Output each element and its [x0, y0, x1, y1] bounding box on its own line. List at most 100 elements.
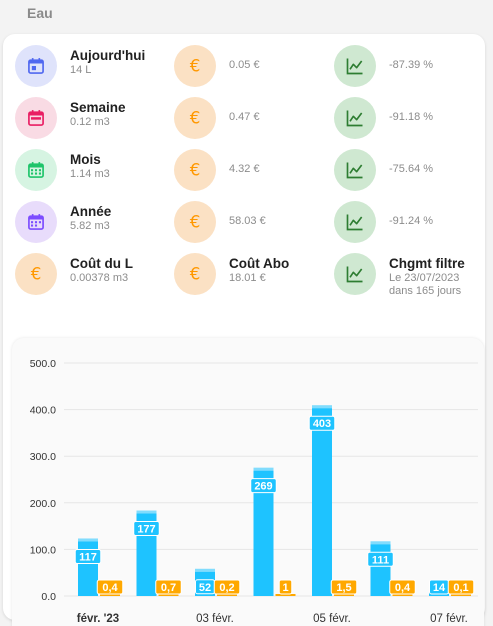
y-tick-label: 400.0: [30, 405, 56, 417]
tile-value: 14 L: [70, 64, 92, 76]
tile-value-secondary: dans 165 jours: [389, 285, 462, 297]
svg-text:€: €: [190, 160, 201, 179]
stat-tile[interactable]: €4.32 €: [174, 149, 324, 195]
calendar-month-icon[interactable]: [15, 149, 57, 191]
bar-volume-cap: [136, 510, 157, 514]
tile-value: 58.03 €: [229, 215, 266, 227]
chart-line-icon[interactable]: [334, 45, 376, 87]
tile-value: 0.05 €: [229, 59, 260, 71]
tile-value: -91.18 %: [389, 111, 434, 123]
stat-tile[interactable]: -91.18 %: [334, 97, 484, 143]
euro-icon[interactable]: €: [174, 201, 216, 243]
svg-text:€: €: [31, 264, 42, 283]
calendar-today-icon[interactable]: [15, 45, 57, 87]
tile-value: Le 23/07/2023: [389, 272, 460, 284]
bar-volume-cap: [78, 538, 98, 542]
y-tick-label: 100.0: [30, 544, 56, 556]
water-stats-card: Aujourd'hui 14 L €0.05 € -87.39 % Semaine 0.1…: [3, 34, 485, 626]
data-label-box: [278, 579, 293, 595]
stat-tile[interactable]: Semaine 0.12 m3: [15, 97, 165, 143]
tile-value: 0.12 m3: [70, 116, 110, 128]
stat-tile[interactable]: € Coût Abo 18.01 €: [174, 253, 324, 299]
chart-line-icon[interactable]: [334, 97, 376, 139]
data-label-box: [447, 579, 475, 595]
chart-line-icon[interactable]: [334, 201, 376, 243]
stat-tile[interactable]: -91.24 %: [334, 201, 484, 247]
data-label: 0,4: [102, 582, 118, 594]
tile-value: 0.00378 m3: [70, 272, 129, 284]
stat-tile[interactable]: €58.03 €: [174, 201, 324, 247]
tile-value: 1.14 m3: [70, 168, 110, 180]
data-label-box: [96, 579, 124, 595]
stat-tile[interactable]: €0.47 €: [174, 97, 324, 143]
tile-value: 0.47 €: [229, 111, 260, 123]
euro-icon[interactable]: €: [174, 97, 216, 139]
stat-tile[interactable]: Année 5.82 m3: [15, 201, 165, 247]
bar-volume: [312, 408, 332, 596]
svg-text:€: €: [190, 108, 201, 127]
bar-cost: [451, 594, 471, 596]
bar-cost: [217, 594, 237, 596]
data-label: 0,1: [453, 582, 468, 594]
euro-icon[interactable]: €: [174, 253, 216, 295]
stat-tile[interactable]: -75.64 %: [334, 149, 484, 195]
chart-line-icon[interactable]: [334, 149, 376, 191]
tile-name: Chgmt filtre: [389, 256, 465, 271]
bar-volume-cap: [312, 405, 332, 409]
bar-cost: [392, 594, 413, 596]
data-label: 117: [79, 551, 97, 563]
stat-tile[interactable]: Chgmt filtre Le 23/07/2023 dans 165 jours: [334, 253, 484, 299]
data-label-box: [133, 521, 160, 537]
calendar-week-icon[interactable]: [15, 97, 57, 139]
y-tick-label: 500.0: [30, 358, 56, 370]
data-label: 111: [372, 554, 389, 566]
tile-value: 5.82 m3: [70, 220, 110, 232]
tile-value: -91.24 %: [389, 215, 434, 227]
euro-icon[interactable]: €: [174, 45, 216, 87]
data-label-box: [308, 415, 336, 431]
bar-volume-cap: [253, 467, 274, 471]
data-label-box: [155, 579, 182, 595]
x-tick-label: 05 févr.: [313, 613, 351, 625]
x-tick-label: 03 févr.: [196, 613, 234, 625]
euro-icon[interactable]: €: [15, 253, 57, 295]
euro-icon[interactable]: €: [174, 149, 216, 191]
data-label-box: [330, 579, 358, 595]
data-label: 0,2: [219, 582, 234, 594]
data-label: 0,7: [161, 582, 176, 594]
stat-tile[interactable]: Aujourd'hui 14 L: [15, 45, 165, 91]
tile-value: -75.64 %: [389, 163, 434, 175]
tile-value: -87.39 %: [389, 59, 434, 71]
y-tick-label: 200.0: [30, 498, 56, 510]
chart-line-icon[interactable]: [334, 253, 376, 295]
stat-tile[interactable]: Mois 1.14 m3: [15, 149, 165, 195]
tile-name: Coût du L: [70, 256, 133, 271]
tile-name: Année: [70, 204, 112, 219]
tile-name: Aujourd'hui: [70, 48, 146, 63]
tile-name: Coût Abo: [229, 256, 290, 271]
data-label-box: [389, 579, 416, 595]
data-label: 269: [254, 481, 272, 493]
bar-volume-cap: [370, 541, 391, 545]
data-label: 52: [199, 582, 211, 594]
x-tick-label: 07 févr.: [430, 613, 468, 625]
data-label-box: [367, 551, 394, 567]
section-title: Eau: [27, 5, 53, 21]
calendar-year-icon[interactable]: [15, 201, 57, 243]
stat-tile[interactable]: €0.05 €: [174, 45, 324, 91]
svg-text:€: €: [190, 264, 201, 283]
tile-name: Mois: [70, 152, 101, 167]
data-label: 403: [313, 418, 331, 430]
svg-text:€: €: [190, 212, 201, 231]
data-label-box: [74, 548, 102, 564]
x-tick-label: févr. '23: [77, 613, 119, 625]
stat-tile[interactable]: -87.39 %: [334, 45, 484, 91]
bar-cost: [334, 594, 354, 596]
bar-cost: [100, 594, 120, 596]
bar-chart-svg: 0.0 100.0 200.0 300.0 400.0 500.0 117 0,4 177 0,7…: [30, 358, 478, 625]
tile-value: 4.32 €: [229, 163, 260, 175]
data-label: 14: [433, 582, 446, 594]
data-label: 0,4: [395, 582, 411, 594]
stat-tile[interactable]: € Coût du L 0.00378 m3: [15, 253, 165, 299]
bar-volume-cap: [195, 568, 215, 572]
